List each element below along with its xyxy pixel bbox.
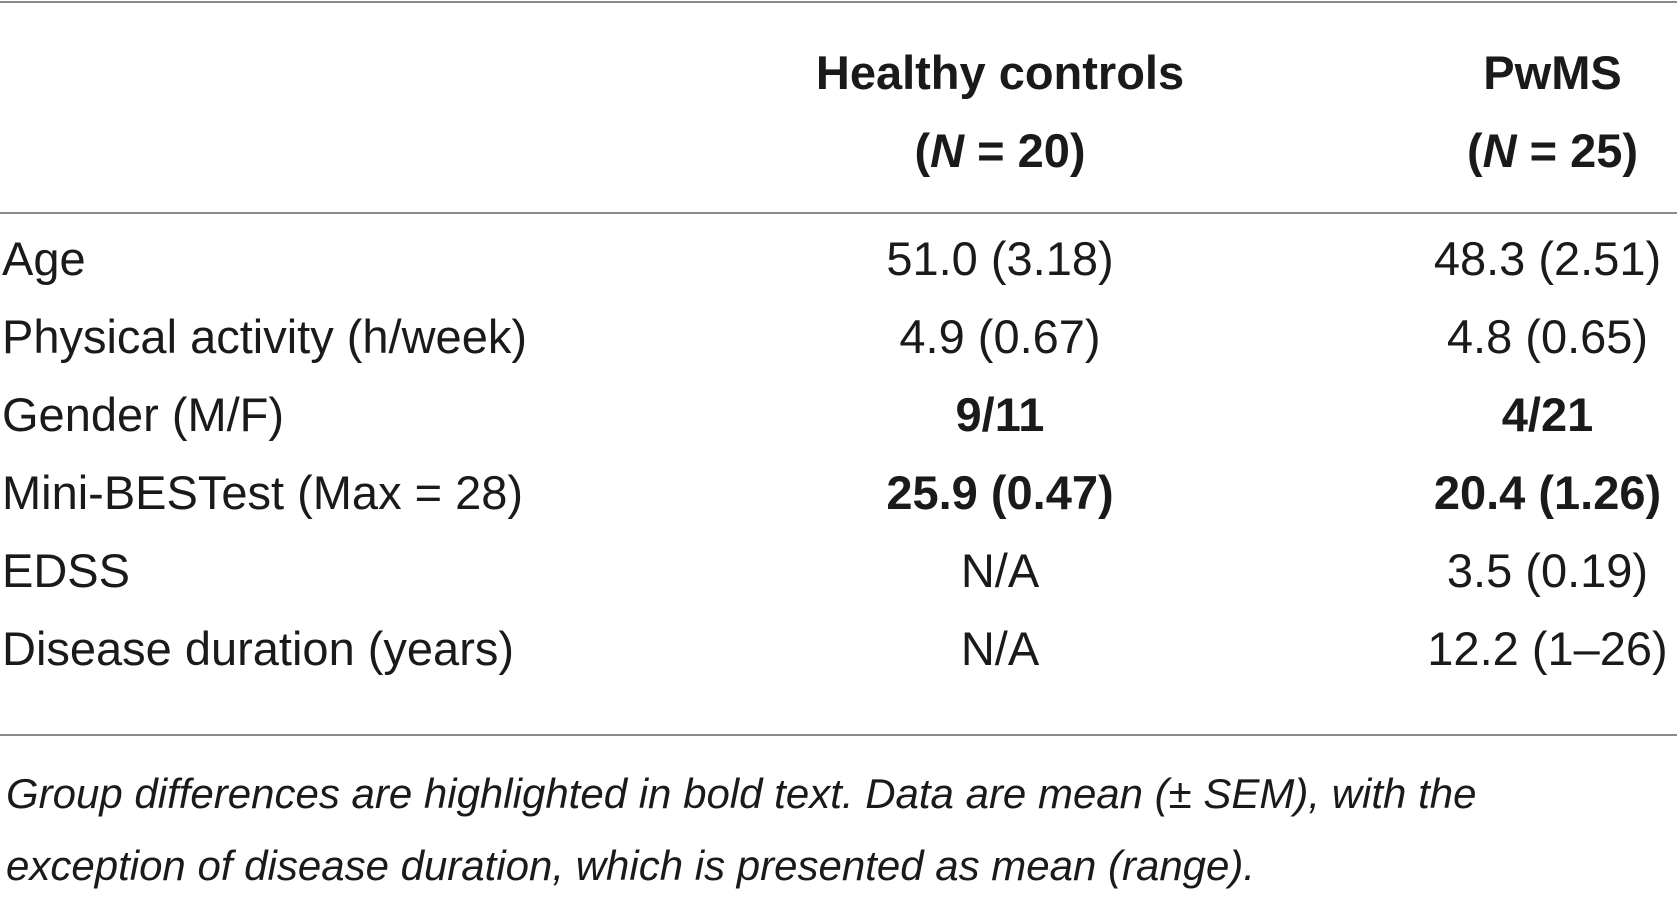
- header-pwms-title: PwMS: [1483, 46, 1622, 99]
- table-bottom-rule: [0, 734, 1677, 736]
- cell-pwms: 48.3 (2.51): [1433, 232, 1662, 285]
- cell-healthy-controls: 9/11: [955, 388, 1045, 441]
- row-label: EDSS: [2, 544, 130, 597]
- cell-healthy-controls: 4.9 (0.67): [899, 310, 1101, 363]
- cell-pwms: 4/21: [1501, 388, 1594, 441]
- cell-pwms: 12.2 (1–26): [1427, 622, 1668, 675]
- header-healthy-controls: Healthy controls (N = 20): [780, 34, 1220, 190]
- table-footnote: Group differences are highlighted in bol…: [6, 758, 1676, 902]
- header-healthy-controls-title: Healthy controls: [815, 46, 1185, 99]
- cell-healthy-controls: N/A: [960, 622, 1040, 675]
- cell-pwms: 4.8 (0.65): [1446, 310, 1649, 363]
- header-healthy-controls-n: (N = 20): [914, 124, 1086, 177]
- cell-healthy-controls: 51.0 (3.18): [886, 232, 1114, 285]
- row-label: Gender (M/F): [2, 388, 285, 441]
- row-label: Age: [2, 232, 86, 285]
- header-pwms-n: (N = 25): [1466, 124, 1639, 177]
- cell-healthy-controls: 25.9 (0.47): [886, 466, 1114, 519]
- row-label: Disease duration (years): [2, 622, 514, 675]
- table-row: Physical activity (h/week) 4.9 (0.67) 4.…: [0, 298, 1677, 376]
- cell-pwms: 20.4 (1.26): [1433, 466, 1662, 519]
- row-label: Physical activity (h/week): [2, 310, 527, 363]
- header-pwms: PwMS (N = 25): [1440, 34, 1665, 190]
- table-top-rule: [0, 1, 1677, 3]
- footnote-line-1: Group differences are highlighted in bol…: [6, 770, 1477, 817]
- footnote-line-2: exception of disease duration, which is …: [6, 842, 1256, 889]
- table-row: Age 51.0 (3.18) 48.3 (2.51): [0, 220, 1677, 298]
- cell-healthy-controls: N/A: [960, 544, 1040, 597]
- table-header-rule: [0, 212, 1677, 214]
- row-label: Mini-BESTest (Max = 28): [2, 466, 524, 519]
- table-row: EDSS N/A 3.5 (0.19): [0, 532, 1677, 610]
- table-row: Disease duration (years) N/A 12.2 (1–26): [0, 610, 1677, 688]
- table-row: Gender (M/F) 9/11 4/21: [0, 376, 1677, 454]
- cell-pwms: 3.5 (0.19): [1446, 544, 1649, 597]
- table-row: Mini-BESTest (Max = 28) 25.9 (0.47) 20.4…: [0, 454, 1677, 532]
